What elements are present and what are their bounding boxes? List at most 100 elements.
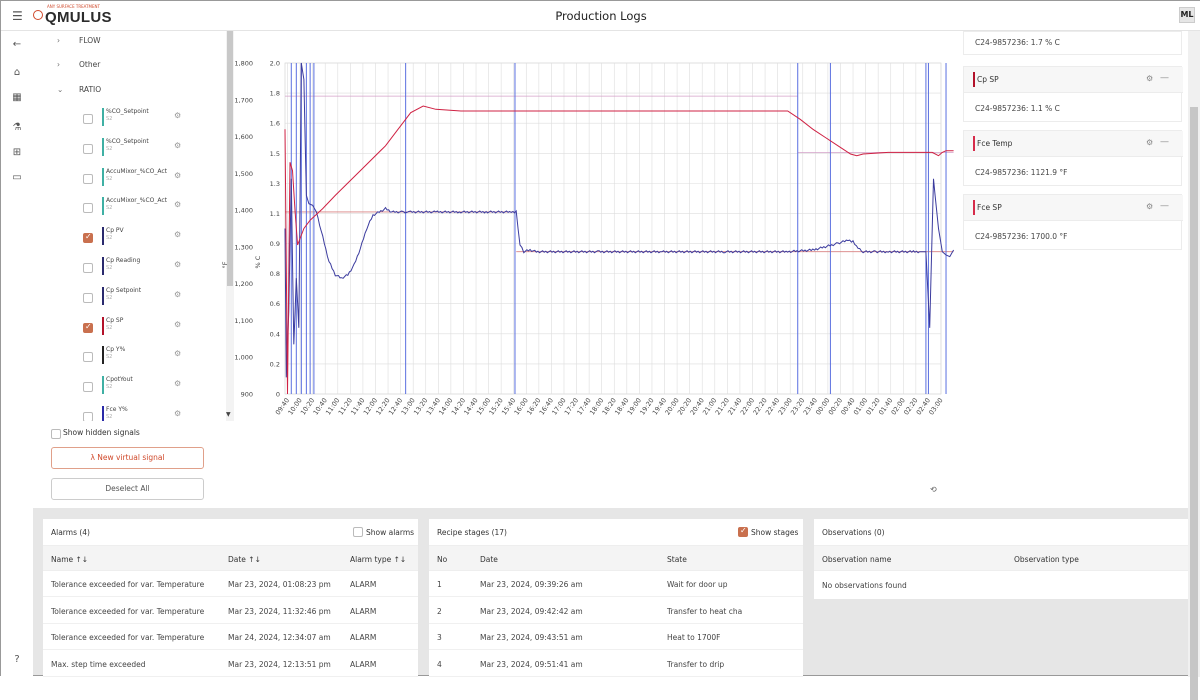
signal-item[interactable]: Cp Y% S2 ⚙ (83, 346, 233, 374)
signal-checkbox[interactable] (83, 114, 93, 124)
gear-icon[interactable]: ⚙ (174, 170, 182, 180)
show-alarms-checkbox[interactable] (353, 527, 363, 537)
monitor-icon[interactable]: ▭ (12, 172, 22, 183)
gear-icon[interactable]: ⚙ (174, 409, 182, 418)
signal-checkbox[interactable] (83, 292, 93, 303)
show-hidden-checkbox[interactable] (51, 429, 61, 439)
signal-checkbox[interactable] (83, 173, 93, 184)
y-right-tick-label: 1.6 (270, 120, 280, 128)
col-alarm-type[interactable]: Alarm type ↑↓ (350, 555, 407, 564)
dashboard-add-icon[interactable]: ⊞ (12, 147, 22, 158)
col-name[interactable]: Name ↑↓ (51, 555, 89, 564)
y-right-tick-label: 0.4 (270, 330, 280, 338)
table-row[interactable]: Max. step time exceeded Mar 23, 2024, 12:… (43, 651, 418, 677)
signal-color-swatch (102, 197, 104, 216)
menu-icon[interactable]: ☰ (12, 9, 23, 23)
signal-checkbox[interactable] (83, 322, 93, 333)
signal-list-scrollbar[interactable]: ▼ (226, 31, 234, 421)
signal-name: Cp SP (106, 316, 124, 324)
signal-color-swatch (102, 108, 104, 126)
stage-state: Heat to 1700F (667, 633, 721, 642)
minimize-icon[interactable]: — (1160, 201, 1169, 211)
signal-item[interactable]: Fce Y% S2 ⚙ (83, 406, 233, 421)
gear-icon[interactable]: ⚙ (174, 230, 182, 240)
signal-list: › FLOW › Other ⌄ RATIO %CO_Setpoint S2 ⚙ %CO_Setp… (43, 31, 233, 421)
gear-icon[interactable]: ⚙ (174, 200, 182, 210)
signal-item[interactable]: AccuMixor_%CO_Act S2 ⚙ (83, 197, 233, 225)
gear-icon[interactable]: ⚙ (174, 379, 182, 389)
gear-icon[interactable]: ⚙ (1146, 138, 1154, 147)
chevron-down-icon[interactable]: ▼ (226, 411, 231, 418)
y-right-tick-label: 0.6 (270, 300, 280, 308)
gear-icon[interactable]: ⚙ (174, 260, 182, 269)
table-row[interactable]: Tolerance exceeded for var. Temperature M… (43, 624, 418, 650)
zoom-reset-icon[interactable]: ⟲ (930, 485, 937, 494)
show-stages-checkbox[interactable] (738, 526, 748, 537)
help-icon[interactable]: ? (14, 654, 20, 665)
legend-color-swatch (973, 200, 975, 215)
minimize-icon[interactable]: — (1160, 73, 1169, 83)
gear-icon[interactable]: ⚙ (1146, 74, 1154, 83)
page-scrollbar[interactable] (1188, 31, 1200, 700)
chevron-right-icon[interactable]: › (57, 60, 60, 69)
signal-item[interactable]: AccuMixor_%CO_Act S2 ⚙ (83, 167, 233, 196)
alarm-type: ALARM (350, 633, 377, 642)
alarm-type: ALARM (350, 659, 377, 669)
chevron-right-icon[interactable]: › (57, 36, 60, 45)
y-left-tick-label: 1,700 (234, 96, 253, 104)
signal-checkbox[interactable] (83, 352, 93, 363)
gear-icon[interactable]: ⚙ (174, 111, 182, 120)
signal-item[interactable]: Cp Setpoint S2 ⚙ (83, 286, 233, 315)
signal-color-swatch (102, 346, 104, 365)
gear-icon[interactable]: ⚙ (174, 319, 182, 329)
x-tick-label: 03:00 (927, 397, 944, 417)
signal-item[interactable]: %CO_Setpoint S2 ⚙ (83, 137, 233, 166)
deselect-all-button[interactable]: Deselect All (51, 478, 204, 500)
y-right-tick-label: 1.1 (270, 210, 280, 218)
signal-source: S2 (106, 265, 113, 271)
page-scrollbar-thumb[interactable] (1190, 107, 1198, 700)
signal-item[interactable]: Cp Reading S2 ⚙ (83, 257, 233, 285)
table-row[interactable]: 3 Mar 23, 2024, 09:43:51 am Heat to 1700F (429, 624, 803, 650)
avatar[interactable]: ML (1179, 7, 1195, 23)
home-icon[interactable]: ⌂ (13, 67, 21, 78)
signal-checkbox[interactable] (83, 232, 93, 244)
table-row[interactable]: Tolerance exceeded for var. Temperature M… (43, 571, 418, 597)
signal-item[interactable]: CpotYout S2 ⚙ (83, 376, 233, 404)
legend-color-swatch (973, 136, 975, 151)
signal-checkbox[interactable] (83, 412, 93, 421)
signal-checkbox[interactable] (83, 203, 93, 214)
signal-checkbox[interactable] (83, 143, 93, 154)
signal-checkbox[interactable] (83, 382, 93, 393)
minimize-icon[interactable]: — (1160, 137, 1169, 147)
table-row[interactable]: 1 Mar 23, 2024, 09:39:26 am Wait for door … (429, 571, 803, 597)
alarms-panel: Alarms (4) Show alarms Name ↑↓ Date ↑↓ A… (43, 519, 418, 677)
table-row[interactable]: 4 Mar 23, 2024, 09:51:41 am Transfer to dr… (429, 651, 803, 677)
chevron-down-icon[interactable]: ⌄ (57, 85, 64, 94)
show-alarms-label: Show alarms (366, 528, 415, 537)
gear-icon[interactable]: ⚙ (174, 349, 182, 359)
table-row[interactable]: Tolerance exceeded for var. Temperature M… (43, 598, 418, 624)
signal-item[interactable]: %CO_Setpoint S2 ⚙ (83, 108, 233, 136)
y-left-tick-label: 1,800 (234, 60, 253, 68)
new-virtual-signal-button[interactable]: λ New virtual signal (51, 447, 204, 469)
col-date[interactable]: Date ↑↓ (228, 555, 261, 564)
gear-icon[interactable]: ⚙ (1146, 202, 1154, 211)
grid-icon[interactable]: ▦ (12, 92, 22, 103)
scrollbar-thumb[interactable] (227, 31, 233, 286)
signal-source: S2 (106, 175, 113, 182)
signal-name: Cp PV (106, 227, 124, 235)
gear-icon[interactable]: ⚙ (174, 140, 182, 150)
signal-source: S2 (106, 294, 113, 301)
back-arrow-icon[interactable]: ← (12, 39, 22, 50)
signal-source: S2 (106, 384, 113, 391)
flask-icon[interactable]: ⚗ (12, 122, 22, 133)
y-left-tick-label: 1,500 (234, 170, 253, 178)
gear-icon[interactable]: ⚙ (174, 289, 182, 299)
table-row[interactable]: 2 Mar 23, 2024, 09:42:42 am Transfer to he… (429, 598, 803, 624)
legend-name: Fce SP (977, 203, 1002, 212)
signal-checkbox[interactable] (83, 263, 93, 273)
production-chart[interactable]: 0 0.2 0.4 0.6 0.8 0.9 1.1 1.3 1.5 1.6 1.8 2.0 900 1,0… (221, 57, 961, 457)
